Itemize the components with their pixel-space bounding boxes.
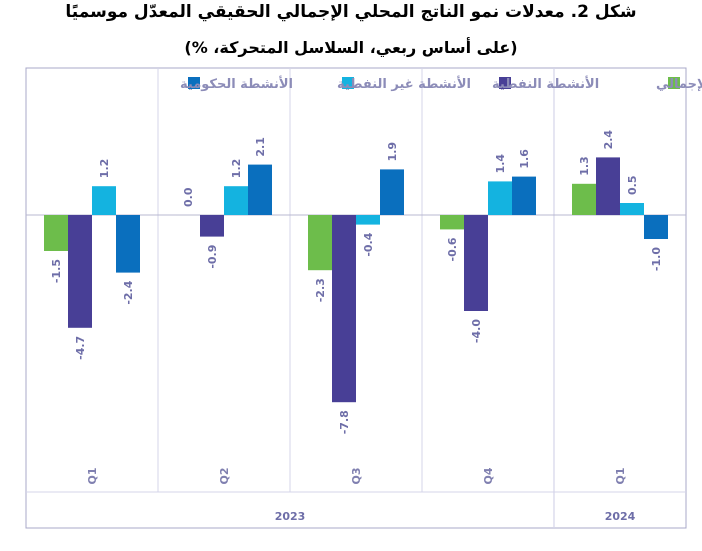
bar-value-label: -2.4 — [122, 280, 135, 304]
legend-swatch — [342, 77, 354, 89]
bar — [224, 186, 248, 215]
quarter-tick-label: Q4 — [482, 467, 495, 484]
bar — [644, 215, 668, 239]
legend-swatch — [668, 77, 680, 89]
bar — [332, 215, 356, 403]
chart-title: شكل 2. معدلات نمو الناتج المحلي الإجمالي… — [65, 2, 637, 22]
bar-value-label: -4.0 — [470, 319, 483, 343]
quarter-tick-label: Q1 — [86, 467, 99, 484]
bar-value-label: -7.8 — [338, 410, 351, 434]
bar — [200, 215, 224, 237]
quarter-tick-label: Q2 — [218, 467, 231, 484]
year-tick-label: 2024 — [605, 510, 636, 523]
bar — [620, 203, 644, 215]
bar — [92, 186, 116, 215]
bar-value-label: 1.4 — [494, 154, 507, 174]
legend-swatch — [188, 77, 200, 89]
bar — [248, 164, 272, 215]
bar — [116, 215, 140, 273]
bar-value-label: -0.4 — [362, 232, 375, 256]
bar-value-label: 0.0 — [182, 187, 195, 207]
bar-value-label: 2.1 — [254, 137, 267, 157]
bar — [356, 215, 380, 225]
bar — [488, 181, 512, 215]
legend-label: الأنشطة الحكومية — [180, 75, 293, 92]
bar-value-label: 1.2 — [230, 159, 243, 179]
bars — [44, 157, 668, 403]
bar — [44, 215, 68, 251]
chart-subtitle: (على أساس ربعي، السلاسل المتحركة، %) — [184, 38, 518, 57]
bar-value-label: 1.6 — [518, 149, 531, 169]
bar-value-label: -2.3 — [314, 278, 327, 302]
legend-label: الأنشطة النفطية — [492, 75, 599, 92]
bar — [68, 215, 92, 328]
bar — [512, 176, 536, 215]
quarter-tick-label: Q3 — [350, 467, 363, 484]
bar — [464, 215, 488, 311]
legend: الناتج المحلي الإجمالي الأنشطة النفطية الأ… — [180, 75, 702, 92]
legend-label: الناتج المحلي الإجمالي — [656, 77, 702, 92]
bar — [308, 215, 332, 271]
plot-border — [25, 67, 687, 529]
bar-value-label: -0.6 — [446, 237, 459, 261]
bar-value-label: 0.5 — [626, 176, 639, 196]
legend-label: الأنشطة غير النفطية — [337, 75, 471, 92]
data-labels: -1.5 -4.7 1.2 -2.4 0.0 -0.9 1.2 2.1 -2.3 -7.8 -0.4… — [50, 130, 663, 435]
bar — [572, 183, 596, 215]
bar-value-label: 1.9 — [386, 142, 399, 162]
bar — [380, 169, 404, 215]
bar — [440, 215, 464, 230]
bar-value-label: -0.9 — [206, 245, 219, 269]
bar-value-label: 1.3 — [578, 156, 591, 176]
legend-swatch — [499, 77, 511, 89]
bar-value-label: -4.7 — [74, 336, 87, 360]
bar-value-label: 1.2 — [98, 159, 111, 179]
x-axis: Q1 Q2 Q3 Q4 Q1 2023 2024 — [86, 467, 636, 523]
bar-value-label: -1.0 — [650, 247, 663, 271]
bar — [596, 157, 620, 215]
bar-value-label: -1.5 — [50, 259, 63, 283]
year-tick-label: 2023 — [275, 510, 306, 523]
bar-value-label: 2.4 — [602, 130, 615, 150]
quarter-tick-label: Q1 — [614, 467, 627, 484]
